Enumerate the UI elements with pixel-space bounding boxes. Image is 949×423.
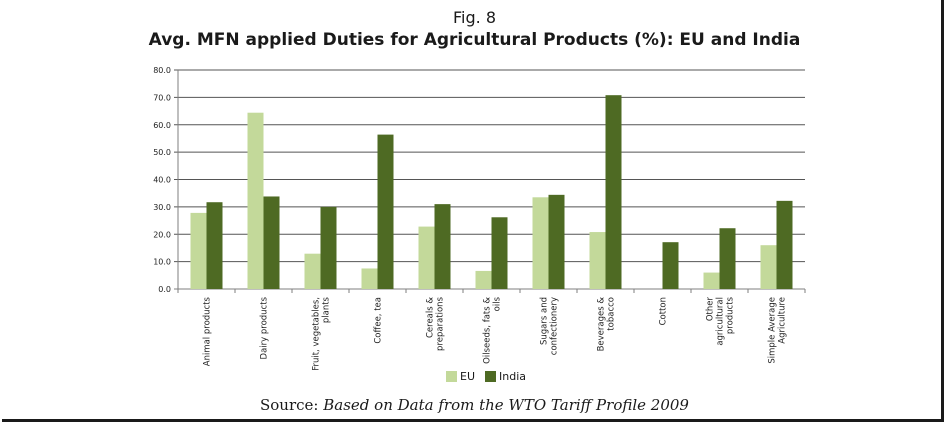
legend-item-india: India xyxy=(485,370,526,383)
bar-eu xyxy=(361,268,378,289)
bar-india xyxy=(605,95,622,289)
x-category-label: Agriculture xyxy=(778,297,788,344)
bar-india xyxy=(491,217,508,289)
chart-title: Avg. MFN applied Duties for Agricultural… xyxy=(148,30,801,50)
y-tick-label: 20.0 xyxy=(153,230,171,239)
x-category-label: Beverages & xyxy=(597,297,607,352)
bar-eu xyxy=(532,197,549,289)
bar-eu xyxy=(589,232,606,289)
y-tick-label: 50.0 xyxy=(153,148,171,157)
bar-india xyxy=(719,228,736,289)
y-tick-label: 30.0 xyxy=(153,203,171,212)
x-category-label: Fruit, vegetables, xyxy=(312,297,322,371)
bar-india xyxy=(263,196,280,289)
bar-eu xyxy=(703,272,720,289)
x-category-label: oils xyxy=(493,296,503,311)
legend-label-india: India xyxy=(499,370,527,383)
bar-eu xyxy=(304,253,321,289)
x-category-label: tobacco xyxy=(607,297,617,331)
y-tick-label: 70.0 xyxy=(153,93,171,102)
y-tick-label: 40.0 xyxy=(153,176,171,185)
bar-india xyxy=(434,204,451,289)
legend-swatch-india xyxy=(485,371,497,382)
bar-india xyxy=(206,202,223,289)
x-category-label: plants xyxy=(322,296,332,323)
bar-eu xyxy=(190,212,207,289)
y-tick-label: 0.0 xyxy=(158,285,171,294)
source-text: Based on Data from the WTO Tariff Profil… xyxy=(323,396,689,414)
legend-label-eu: EU xyxy=(460,370,476,383)
x-category-label: Cereals & xyxy=(426,297,436,338)
x-category-label: agricultural xyxy=(716,297,726,346)
legend: EU India xyxy=(446,370,536,383)
bar-eu xyxy=(418,226,435,289)
bar-india xyxy=(377,134,394,289)
y-tick-label: 10.0 xyxy=(153,258,171,267)
legend-swatch-eu xyxy=(446,371,457,382)
source-note: Source: Based on Data from the WTO Tarif… xyxy=(0,396,949,414)
bar-eu xyxy=(475,270,492,289)
x-category-label: preparations xyxy=(436,296,446,351)
x-category-label: Other xyxy=(706,297,716,322)
x-category-label: Cotton xyxy=(659,297,669,325)
x-category-label: Simple Average xyxy=(768,297,778,364)
x-category-label: products xyxy=(726,296,736,334)
bar-eu xyxy=(760,245,777,289)
x-category-label: Oilseeds, fats & xyxy=(483,297,493,364)
x-category-label: confectionery xyxy=(550,297,560,355)
figure-label: Fig. 8 xyxy=(453,8,496,27)
x-category-label: Sugars and xyxy=(540,297,550,345)
bar-eu xyxy=(247,112,264,289)
legend-item-eu: EU xyxy=(446,370,475,383)
bar-india xyxy=(548,194,565,289)
bar-india xyxy=(662,242,679,289)
y-tick-label: 60.0 xyxy=(153,121,171,130)
x-category-label: Dairy products xyxy=(260,296,270,359)
x-category-label: Coffee, tea xyxy=(374,297,384,344)
x-category-label: Animal products xyxy=(203,296,213,366)
y-tick-label: 80.0 xyxy=(153,66,171,75)
bar-india xyxy=(776,200,793,289)
bar-india xyxy=(320,206,337,289)
source-prefix: Source: xyxy=(260,396,319,414)
